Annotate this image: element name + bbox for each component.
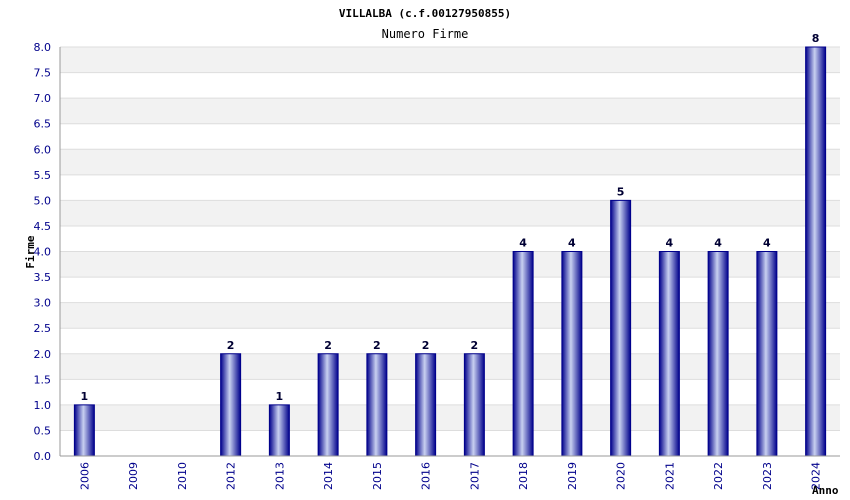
bars	[73, 46, 827, 457]
data-label: 1	[276, 390, 284, 403]
bar	[610, 199, 632, 457]
bar	[268, 404, 290, 457]
x-tick-label: 2016	[420, 462, 433, 490]
data-label: 4	[714, 237, 722, 250]
grid-band	[60, 149, 840, 175]
data-label: 4	[519, 237, 527, 250]
data-label: 5	[617, 185, 625, 198]
y-axis-ticks: 0.0 0.5 1.0 1.5 2.0 2.5 3.0 3.5 4.0 4.5 5.0 5.5 6.0 6…	[34, 41, 52, 463]
y-axis-label: Firme	[24, 235, 37, 268]
y-tick-label: 3.0	[34, 297, 52, 310]
y-tick-label: 1.0	[34, 399, 52, 412]
data-label: 4	[666, 237, 674, 250]
y-tick-label: 5.5	[34, 169, 52, 182]
x-tick-label: 2013	[273, 462, 286, 490]
y-tick-label: 4.0	[34, 246, 52, 259]
y-tick-label: 2.5	[34, 322, 52, 335]
x-tick-label: 2017	[468, 462, 481, 490]
x-tick-label: 2020	[615, 462, 628, 490]
x-axis-label: Anno	[812, 484, 839, 497]
chart-title: VILLALBA (c.f.00127950855)	[339, 7, 511, 20]
data-label: 2	[324, 339, 332, 352]
y-tick-label: 8.0	[34, 41, 52, 54]
bar	[805, 46, 827, 457]
bar	[707, 251, 729, 457]
data-label: 8	[812, 32, 820, 45]
grid-band	[60, 98, 840, 124]
y-tick-label: 1.5	[34, 373, 52, 386]
y-tick-label: 7.0	[34, 92, 52, 105]
x-tick-label: 2024	[810, 462, 823, 490]
x-tick-label: 2018	[517, 462, 530, 490]
data-label: 2	[373, 339, 381, 352]
bar	[658, 251, 680, 457]
x-tick-label: 2023	[761, 462, 774, 490]
x-tick-label: 2009	[127, 462, 140, 490]
data-label: 2	[422, 339, 430, 352]
bar	[366, 353, 388, 457]
bar	[756, 251, 778, 457]
y-tick-label: 0.5	[34, 424, 52, 437]
data-label: 4	[763, 237, 771, 250]
x-tick-label: 2019	[566, 462, 579, 490]
y-tick-label: 7.5	[34, 67, 52, 80]
y-tick-label: 2.0	[34, 348, 52, 361]
x-tick-label: 2010	[176, 462, 189, 490]
y-tick-label: 3.5	[34, 271, 52, 284]
y-tick-label: 6.0	[34, 143, 52, 156]
data-label: 2	[471, 339, 479, 352]
bar	[317, 353, 339, 457]
grid-band	[60, 47, 840, 73]
bar	[512, 251, 534, 457]
bar	[561, 251, 583, 457]
bar	[463, 353, 485, 457]
y-tick-label: 5.0	[34, 194, 52, 207]
x-tick-label: 2006	[78, 462, 91, 490]
x-tick-label: 2021	[663, 462, 676, 490]
y-tick-label: 0.0	[34, 450, 52, 463]
x-tick-label: 2015	[371, 462, 384, 490]
y-tick-label: 4.5	[34, 220, 52, 233]
bar	[415, 353, 437, 457]
data-labels: 1 2 1 2 2 2 2 4 4 5 4 4 4 8	[81, 32, 820, 403]
data-label: 4	[568, 237, 576, 250]
y-tick-label: 6.5	[34, 118, 52, 131]
x-axis-ticks: 2006 2009 2010 2012 2013 2014 2015 2016 2017 2018…	[78, 462, 822, 490]
data-label: 1	[81, 390, 89, 403]
grid-band	[60, 200, 840, 226]
bar	[220, 353, 242, 457]
data-label: 2	[227, 339, 235, 352]
x-tick-label: 2014	[322, 462, 335, 490]
chart-subtitle: Numero Firme	[382, 27, 469, 41]
x-tick-label: 2022	[712, 462, 725, 490]
x-tick-label: 2012	[225, 462, 238, 490]
bar	[73, 404, 95, 457]
